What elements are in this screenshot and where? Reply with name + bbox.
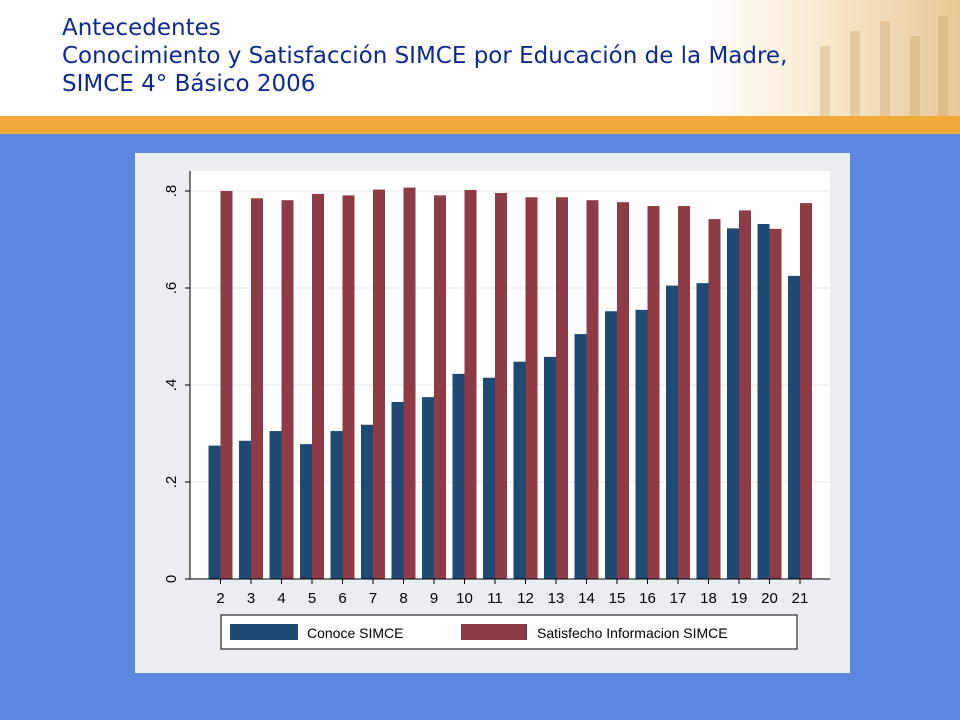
bar-satisfecho xyxy=(678,206,690,579)
title-line-2: Conocimiento y Satisfacción SIMCE por Ed… xyxy=(62,43,788,69)
x-tick-label: 12 xyxy=(517,590,534,607)
bar-satisfecho xyxy=(769,228,782,579)
bar-conoce xyxy=(696,283,709,579)
x-tick-label: 20 xyxy=(761,590,778,607)
x-tick-label: 16 xyxy=(639,590,656,607)
bar-satisfecho xyxy=(739,210,751,579)
bar-conoce xyxy=(391,401,404,579)
bar-conoce xyxy=(544,356,556,579)
header: Antecedentes Conocimiento y Satisfacción… xyxy=(0,0,960,116)
gridlines xyxy=(190,190,830,483)
bar-satisfecho xyxy=(281,200,294,579)
y-tick-label: 0 xyxy=(163,575,180,583)
bar-conoce xyxy=(208,445,221,579)
bar-satisfecho xyxy=(708,219,721,579)
chart-panel: 0 .2 .4 .6 .8 2 3 4 5 6 7 8 9 10 11 12 13 14 15 16 17 18 19 20… xyxy=(135,153,850,673)
bar-satisfecho xyxy=(403,187,416,580)
bar-satisfecho xyxy=(464,190,477,579)
x-tick-label: 18 xyxy=(700,590,717,607)
bar-conoce xyxy=(269,431,282,579)
bar-conoce xyxy=(574,334,587,579)
x-tick-label: 4 xyxy=(277,590,285,607)
x-axis-ticks: 2 3 4 5 6 7 8 9 10 11 12 13 14 15 16 17 18 19 20 21 xyxy=(216,579,808,607)
y-tick-label: .4 xyxy=(163,379,180,392)
bar-satisfecho xyxy=(220,191,233,579)
bar-satisfecho xyxy=(495,192,507,579)
legend-label-conoce: Conoce SIMCE xyxy=(307,625,403,641)
bar-conoce xyxy=(452,373,465,579)
bars xyxy=(208,187,812,580)
x-tick-label: 15 xyxy=(609,590,626,607)
bar-conoce xyxy=(422,397,434,579)
bar-conoce xyxy=(666,285,678,579)
bar-conoce xyxy=(635,309,648,579)
legend-swatch-satisfecho xyxy=(461,624,527,640)
bar-conoce xyxy=(605,311,617,579)
x-tick-label: 17 xyxy=(670,590,687,607)
x-tick-label: 11 xyxy=(487,590,503,607)
x-tick-label: 6 xyxy=(338,590,346,607)
x-tick-label: 3 xyxy=(247,590,255,607)
bar-satisfecho xyxy=(312,193,324,579)
title-line-1: Antecedentes xyxy=(62,15,221,41)
bar-conoce xyxy=(300,444,312,579)
bar-conoce xyxy=(239,440,251,579)
y-tick-label: .2 xyxy=(163,476,180,489)
x-tick-label: 21 xyxy=(792,590,809,607)
header-accent-bar xyxy=(0,116,960,134)
bar-satisfecho xyxy=(373,189,385,580)
bar-satisfecho xyxy=(800,203,812,579)
bar-conoce xyxy=(727,228,739,579)
legend: Conoce SIMCE Satisfecho Informacion SIMC… xyxy=(220,614,798,650)
bar-satisfecho xyxy=(251,198,263,579)
x-tick-label: 13 xyxy=(548,590,565,607)
bar-conoce xyxy=(757,223,770,579)
bar-conoce xyxy=(788,275,800,579)
x-tick-label: 9 xyxy=(430,590,438,607)
bar-conoce xyxy=(513,361,526,579)
y-axis-ticks: 0 .2 .4 .6 .8 xyxy=(163,185,190,583)
bar-satisfecho xyxy=(556,197,568,579)
bar-conoce xyxy=(361,424,373,579)
y-tick-label: .6 xyxy=(163,282,180,295)
bar-satisfecho xyxy=(586,200,599,579)
x-tick-label: 14 xyxy=(578,590,595,607)
x-tick-label: 7 xyxy=(369,590,377,607)
title-line-3: SIMCE 4° Básico 2006 xyxy=(62,71,316,97)
x-tick-label: 19 xyxy=(731,590,748,607)
y-tick-label: .8 xyxy=(163,185,180,198)
legend-label-satisfecho: Satisfecho Informacion SIMCE xyxy=(537,625,728,641)
plot-area xyxy=(190,171,830,579)
x-tick-label: 8 xyxy=(399,590,407,607)
header-building-decoration xyxy=(700,0,960,116)
bar-satisfecho xyxy=(617,202,629,579)
bar-conoce xyxy=(483,377,495,579)
page-title: Antecedentes Conocimiento y Satisfacción… xyxy=(62,14,787,98)
bar-satisfecho xyxy=(647,206,660,579)
bar-satisfecho xyxy=(525,197,538,579)
bar-satisfecho xyxy=(434,195,446,580)
x-tick-label: 2 xyxy=(216,590,224,607)
legend-swatch-conoce xyxy=(230,624,298,640)
bar-chart: 0 .2 .4 .6 .8 2 3 4 5 6 7 8 9 10 11 12 13 14 15 16 17 18 19 20… xyxy=(163,171,830,650)
x-tick-label: 5 xyxy=(308,590,316,607)
bar-satisfecho xyxy=(342,195,355,580)
x-tick-label: 10 xyxy=(456,590,473,607)
bar-conoce xyxy=(330,431,343,579)
